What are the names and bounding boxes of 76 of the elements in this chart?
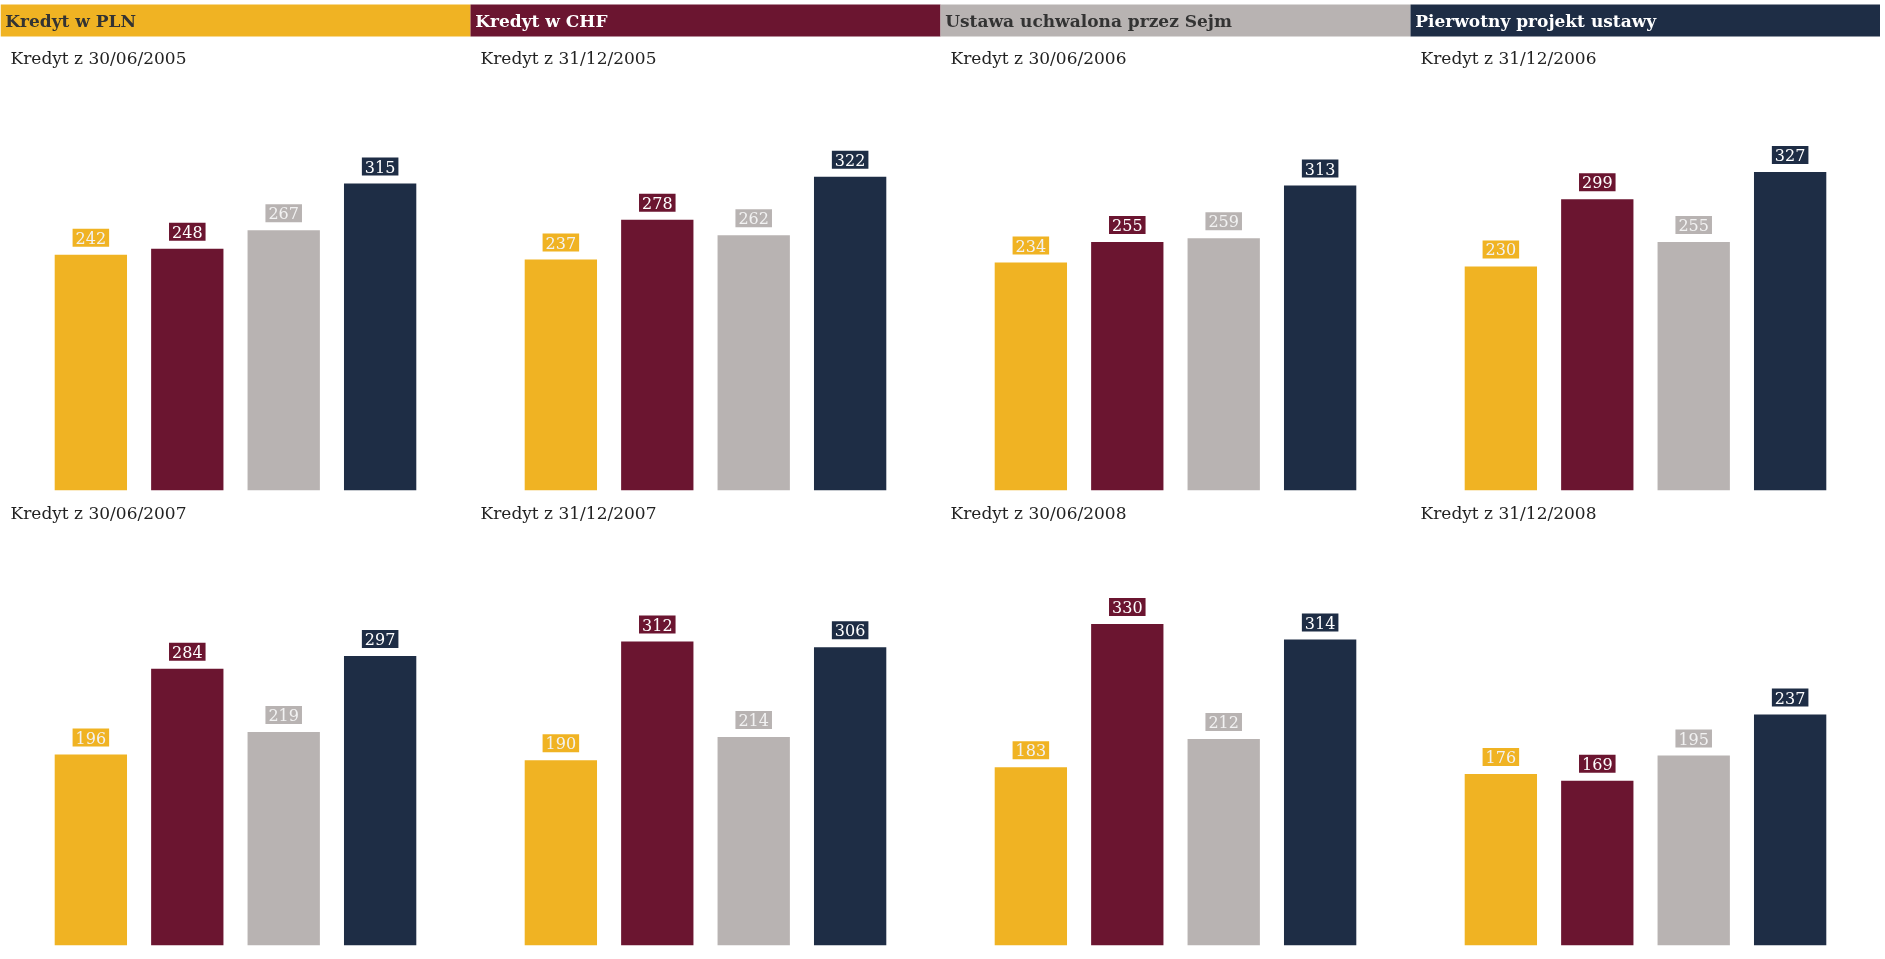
- bar: [247, 230, 320, 491]
- bar: [1464, 774, 1538, 946]
- data-label: 259: [1208, 212, 1239, 232]
- data-label: 267: [268, 204, 299, 224]
- data-label: 278: [642, 193, 673, 213]
- data-label: 315: [364, 157, 396, 177]
- bar: [1091, 623, 1164, 946]
- data-label: 327: [1774, 145, 1806, 165]
- data-label: 255: [1678, 216, 1709, 236]
- bar: [1283, 639, 1357, 946]
- bar: [994, 262, 1068, 491]
- data-label: 169: [1582, 754, 1613, 774]
- bar: [621, 219, 694, 491]
- bar: [1561, 780, 1634, 946]
- chart-title: Kredyt z 31/12/2005: [480, 47, 657, 68]
- bar: [994, 767, 1068, 946]
- bar: [813, 176, 887, 491]
- data-label: 242: [75, 228, 107, 248]
- data-label: 190: [545, 734, 577, 754]
- data-label: 313: [1304, 159, 1336, 179]
- bar: [813, 647, 887, 946]
- data-label: 284: [172, 642, 203, 662]
- chart-title: Kredyt z 31/12/2008: [1420, 502, 1597, 523]
- data-label: 195: [1678, 729, 1709, 749]
- bar: [1753, 714, 1827, 946]
- chart-title: Kredyt z 31/12/2006: [1420, 47, 1597, 68]
- bar: [151, 248, 224, 491]
- data-label: 219: [268, 706, 299, 726]
- chart-title: Kredyt z 31/12/2007: [480, 502, 657, 523]
- data-label: 237: [545, 233, 577, 253]
- data-label: 312: [642, 615, 673, 635]
- bar: [717, 736, 790, 946]
- data-label: 299: [1582, 173, 1613, 193]
- text: Ustawa uchwalona przez Sejm: [945, 10, 1232, 31]
- bar: [54, 754, 128, 946]
- bar: [1561, 199, 1634, 491]
- data-label: 176: [1485, 748, 1517, 768]
- data-label: 237: [1774, 688, 1806, 708]
- data-label: 330: [1112, 597, 1143, 617]
- bar: [524, 760, 598, 946]
- bar: [151, 668, 224, 946]
- bar: [717, 235, 790, 491]
- data-label: 306: [834, 621, 866, 641]
- text: Kredyt w CHF: [475, 10, 608, 31]
- bar: [247, 732, 320, 946]
- chart-title: Kredyt z 30/06/2006: [950, 47, 1127, 68]
- chart-title: Kredyt z 30/06/2007: [10, 502, 187, 523]
- bar: [1187, 738, 1260, 946]
- data-label: 234: [1015, 236, 1047, 256]
- data-label: 214: [738, 710, 769, 730]
- data-label: 322: [834, 150, 866, 170]
- bar: [621, 641, 694, 946]
- bar: [1464, 266, 1538, 491]
- chart-title: Kredyt z 30/06/2005: [10, 47, 187, 68]
- bar: [1187, 238, 1260, 491]
- bar: [1283, 185, 1357, 491]
- bar: [1091, 242, 1164, 491]
- data-label: 262: [738, 209, 769, 229]
- bar: [1753, 171, 1827, 491]
- data-label: 248: [172, 222, 203, 242]
- data-label: 314: [1304, 613, 1336, 633]
- data-label: 196: [75, 728, 107, 748]
- chart-title: Kredyt z 30/06/2008: [950, 502, 1127, 523]
- bar: [343, 183, 417, 491]
- data-label: 255: [1112, 216, 1143, 236]
- data-label: 183: [1015, 741, 1047, 761]
- bar: [343, 656, 417, 946]
- text: Pierwotny projekt ustawy: [1415, 10, 1658, 31]
- bar: [524, 259, 598, 491]
- bar: [1657, 242, 1730, 491]
- data-label: 230: [1485, 240, 1517, 260]
- data-label: 212: [1208, 712, 1239, 732]
- bar: [1657, 755, 1730, 946]
- data-label: 297: [364, 630, 396, 650]
- bar: [54, 254, 128, 491]
- text: Kredyt w PLN: [5, 10, 137, 31]
